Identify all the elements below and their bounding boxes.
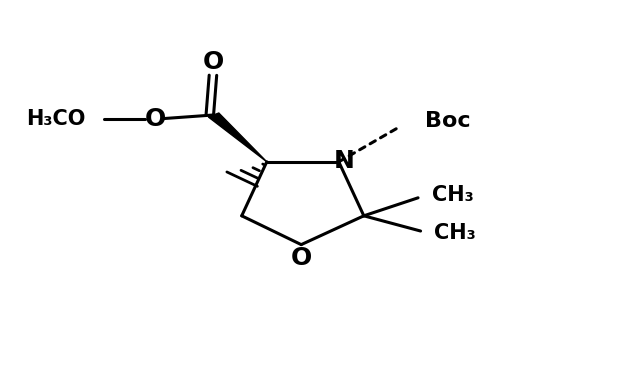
Text: O: O [291,246,312,270]
Text: CH₃: CH₃ [434,223,476,243]
Text: O: O [202,50,223,74]
Text: H₃CO: H₃CO [26,108,85,129]
Polygon shape [209,113,267,162]
Text: CH₃: CH₃ [431,185,474,205]
Text: N: N [333,149,354,173]
Text: Boc: Boc [425,111,471,131]
Text: O: O [145,107,166,131]
